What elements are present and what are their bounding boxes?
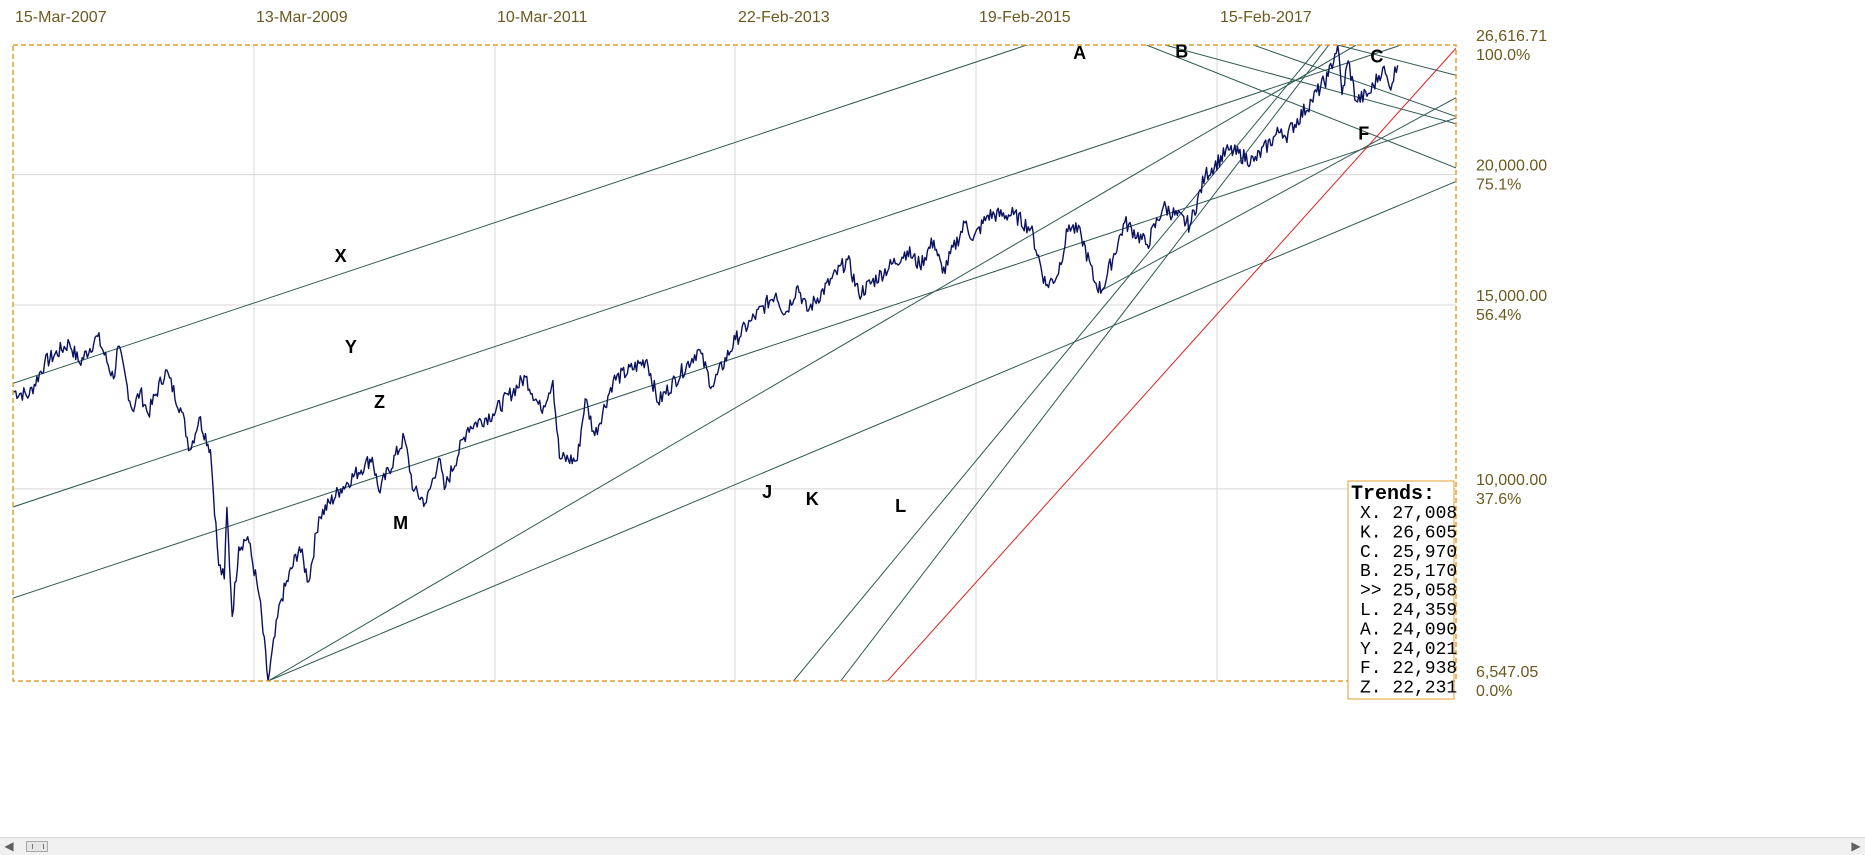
legend-box (1347, 480, 1455, 700)
legend-entry: L. 24,359 (1360, 601, 1457, 621)
grid-lines (13, 45, 1456, 681)
scroll-left-arrow-icon[interactable]: ◀ (4, 839, 14, 853)
trendline-c (1337, 45, 1456, 76)
date-axis: 15-Mar-2007 13-Mar-2009 10-Mar-2011 22-Feb-… (15, 9, 1312, 26)
price-tick-label: 10,000.00 (1476, 472, 1547, 489)
trendline-y (13, 45, 1403, 508)
percent-tick-label: 56.4% (1476, 307, 1521, 324)
price-line (13, 45, 1399, 681)
trendlines (13, 45, 1456, 681)
trendline-m (267, 180, 1456, 681)
percent-tick-label: 75.1% (1476, 177, 1521, 194)
date-tick-label: 13-Mar-2009 (256, 9, 348, 26)
date-tick-label: 15-Mar-2007 (15, 9, 107, 26)
price-tick-label: 20,000.00 (1476, 158, 1547, 175)
date-tick-label: 15-Feb-2017 (1220, 9, 1312, 26)
trendline-label-y: Y (345, 337, 357, 357)
legend-entry: B. 25,170 (1360, 562, 1457, 582)
scroll-right-arrow-icon[interactable]: ▶ (1851, 839, 1861, 853)
trendline-label-c: C (1370, 47, 1383, 67)
trendline-label-m: M (393, 513, 408, 533)
date-tick-label: 19-Feb-2015 (979, 9, 1071, 26)
legend-entry: A. 24,090 (1360, 620, 1457, 640)
legend-entry: X. 27,008 (1360, 504, 1457, 524)
date-tick-label: 22-Feb-2013 (738, 9, 830, 26)
trendline-label-z: Z (374, 392, 385, 412)
price-tick-label: 26,616.71 (1476, 28, 1547, 45)
trendline-label-x: X (335, 246, 347, 266)
trendline (267, 45, 1357, 681)
trendline-z (13, 117, 1456, 599)
trendline-x (13, 45, 1029, 384)
trendline (1101, 97, 1456, 291)
price-tick-label: 15,000.00 (1476, 288, 1547, 305)
percent-tick-label: 0.0% (1476, 683, 1512, 700)
trendline-f (1164, 45, 1456, 125)
grip-icon (32, 844, 44, 849)
trendline-labels: X Y Z M J K L A B C F (335, 41, 1384, 533)
trendline-k (840, 45, 1330, 681)
percent-tick-label: 100.0% (1476, 47, 1530, 64)
price-tick-label: 6,547.05 (1476, 664, 1538, 681)
scroll-thumb[interactable] (26, 841, 48, 852)
trendline-l (887, 47, 1456, 681)
percent-tick-label: 37.6% (1476, 491, 1521, 508)
legend-entry: K. 26,605 (1360, 523, 1457, 543)
legend-entry: Z. 22,231 (1360, 679, 1457, 699)
date-tick-label: 10-Mar-2011 (497, 9, 588, 26)
legend-title: Trends: (1351, 483, 1435, 506)
trendline-label-f: F (1358, 124, 1369, 144)
legend-entry: >> 25,058 (1360, 582, 1457, 602)
trendline-a (1146, 45, 1456, 169)
legend-entry: C. 25,970 (1360, 543, 1457, 563)
trendline-label-j: J (762, 482, 772, 502)
legend-entry: F. 22,938 (1360, 659, 1457, 679)
plot-frame (12, 44, 1457, 682)
legend-entry: Y. 24,021 (1360, 640, 1457, 660)
trendline-b (1253, 45, 1456, 118)
horizontal-scrollbar[interactable]: ◀ ▶ (0, 837, 1865, 855)
trendline-label-l: L (895, 496, 906, 516)
trendline-label-k: K (806, 489, 819, 509)
trendline-j (793, 45, 1321, 681)
trendline-label-b: B (1175, 41, 1188, 61)
price-axis: 26,616.71 100.0% 20,000.00 75.1% 15,000.00 56… (1476, 28, 1547, 700)
price-series (13, 45, 1399, 681)
trendline-label-a: A (1073, 43, 1086, 63)
